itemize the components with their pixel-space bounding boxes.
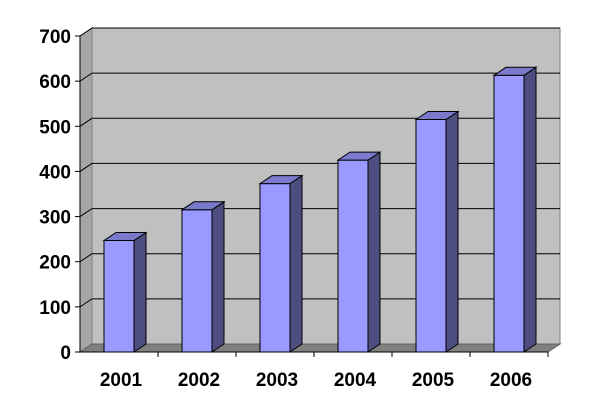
y-tick-label-700: 700: [39, 27, 71, 48]
plot-floor: [78, 343, 562, 353]
bar-2006: [493, 74, 525, 353]
bar-top-2001: [102, 231, 148, 241]
y-tick-label-0: 0: [60, 343, 71, 364]
bar-top-2003: [258, 175, 304, 185]
bar-side-2006: [523, 66, 537, 353]
bar-side-2002: [211, 200, 225, 353]
plot-back-wall: [91, 27, 561, 345]
bar-2005: [415, 119, 447, 353]
x-tick-label-2005: 2005: [412, 370, 455, 391]
gridline-700: [79, 27, 560, 37]
bar-side-2001: [133, 231, 147, 353]
bar-side-2003: [289, 174, 303, 353]
bar-2004: [337, 159, 369, 353]
bar-2001: [103, 239, 135, 353]
y-tick-label-300: 300: [39, 208, 71, 229]
gridline-300: [79, 208, 560, 217]
gridline-100: [79, 298, 560, 308]
bar-top-2005: [414, 111, 460, 121]
y-tick-label-600: 600: [39, 72, 71, 93]
bar-side-2005: [445, 110, 459, 353]
y-tick-label-200: 200: [39, 253, 71, 274]
y-tick-label-400: 400: [39, 162, 71, 183]
x-tick-label-2001: 2001: [100, 370, 143, 391]
gridline-200: [79, 253, 560, 263]
x-tick-label-2002: 2002: [178, 370, 220, 391]
gridline-600: [79, 72, 560, 82]
gridline-500: [79, 117, 560, 127]
bar-side-2004: [367, 151, 381, 353]
x-tick-label-2004: 2004: [334, 370, 377, 391]
bar-top-2006: [492, 66, 538, 76]
bar-top-2004: [336, 151, 382, 161]
bar-2002: [181, 209, 213, 353]
x-tick-label-2003: 2003: [256, 370, 298, 391]
y-tick-label-500: 500: [39, 117, 71, 138]
y-tick-label-100: 100: [39, 298, 71, 319]
gridline-400: [79, 162, 560, 172]
x-tick-label-2006: 2006: [490, 370, 532, 391]
bar-2003: [259, 183, 291, 353]
bar-top-2002: [180, 201, 226, 211]
